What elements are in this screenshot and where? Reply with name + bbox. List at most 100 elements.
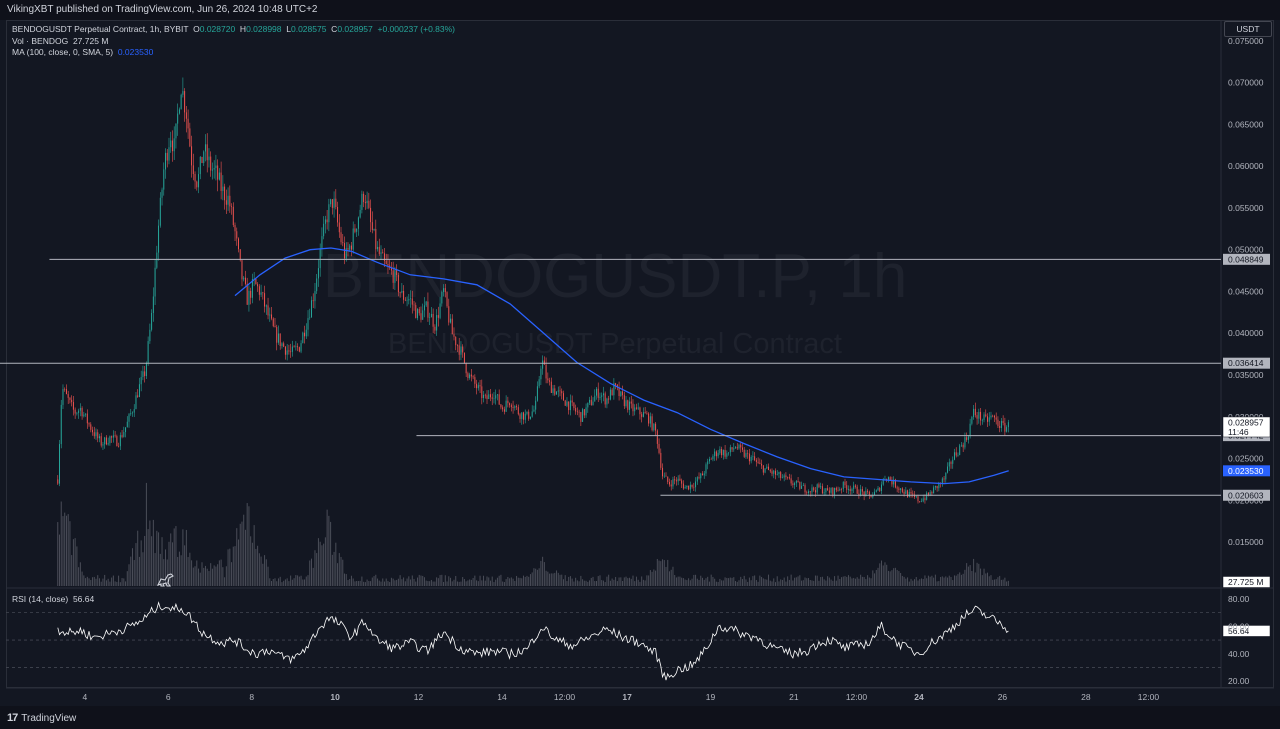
price-axis[interactable]: 0.075000 0.070000 0.065000 0.060000 0.055000… (1222, 36, 1271, 637)
volume-bar (231, 562, 233, 586)
volume-bar (248, 506, 250, 586)
candle-body (875, 490, 877, 492)
candle-body (465, 362, 467, 374)
candle-body (912, 493, 914, 495)
candle-body (799, 481, 801, 489)
candle-body (95, 432, 97, 437)
volume-bar (618, 577, 620, 586)
volume-bar (437, 578, 439, 586)
volume-bar (978, 563, 980, 586)
time-tick-label: 4 (83, 692, 88, 702)
volume-bar (288, 581, 290, 586)
candle-body (606, 398, 608, 405)
volume-bar (814, 575, 816, 586)
volume-bar (813, 580, 815, 586)
volume-bar (443, 581, 445, 586)
candle-body (616, 384, 618, 388)
volume-bar (133, 560, 135, 586)
ohlc-legend[interactable]: BENDOGUSDT Perpetual Contract, 1h, BYBIT… (12, 24, 455, 34)
volume-bar (545, 570, 547, 586)
candle-body (778, 472, 780, 475)
candle-body (446, 292, 448, 307)
volume-bar (733, 577, 735, 586)
candle-body (177, 113, 179, 124)
candle-body (738, 444, 740, 449)
candle-body (832, 487, 834, 495)
rsi-tick-label: 60.00 (1228, 621, 1250, 631)
candle-body (72, 402, 74, 410)
candle-body (783, 475, 785, 478)
price-tick-label: 0.015000 (1228, 537, 1264, 547)
candle-body (173, 138, 175, 152)
candle-body (543, 360, 545, 365)
volume-bar (576, 580, 578, 586)
candle-body (587, 402, 589, 408)
candle-body (319, 248, 321, 269)
candle-body (868, 491, 870, 495)
volume-bar (945, 576, 947, 586)
candle-body (192, 165, 194, 175)
volume-bar (863, 577, 865, 586)
volume-bar (632, 575, 634, 586)
candle-body (408, 299, 410, 301)
volume-bar (446, 581, 448, 586)
volume-bar (919, 579, 921, 586)
rsi-legend[interactable]: RSI (14, close) 56.64 (12, 594, 94, 604)
candle-body (825, 488, 827, 493)
candle-body (677, 478, 679, 482)
candle-body (481, 386, 483, 399)
tradingview-logo[interactable]: 17 TradingView (7, 712, 76, 724)
volume-bar (861, 576, 863, 586)
volume-bar (976, 562, 978, 586)
volume-bar (637, 579, 639, 586)
price-tick-label: 0.025000 (1228, 454, 1264, 464)
candle-body (844, 481, 846, 486)
candle-body (693, 486, 695, 488)
volume-bar (992, 579, 994, 586)
candle-body (856, 486, 858, 494)
volume-bar (432, 581, 434, 586)
candle-body (644, 412, 646, 414)
high-label: H (239, 24, 247, 34)
ma-legend[interactable]: MA (100, close, 0, SMA, 5) 0.023530 (12, 47, 153, 57)
candle-body (390, 267, 392, 271)
volume-bar (886, 564, 888, 586)
volume-bar (85, 578, 87, 586)
volume-bar (163, 559, 165, 586)
volume-bar (896, 569, 898, 586)
candle-body (905, 490, 907, 494)
volume-bar (81, 571, 83, 586)
volume-bar (189, 552, 191, 586)
currency-button[interactable]: USDT (1224, 21, 1272, 37)
volume-bar (1000, 579, 1002, 586)
candle-body (330, 199, 332, 205)
candle-body (227, 195, 229, 205)
volume-legend[interactable]: Vol · BENDOG 27.725 M (12, 36, 108, 46)
candle-body (750, 456, 752, 462)
volume-bar (119, 582, 121, 586)
time-tick-label: 12:00 (554, 692, 576, 702)
candle-body (483, 394, 485, 399)
horizontal-levels[interactable] (0, 258, 1221, 496)
time-axis[interactable]: 4 6 8 10 12 14 12:00 17 19 21 12:00 24 26 28 12:00 (83, 692, 1160, 702)
volume-bar (825, 580, 827, 586)
volume-bar (837, 575, 839, 586)
volume-bar (503, 582, 505, 586)
volume-bar (623, 577, 625, 586)
volume-bar (625, 576, 627, 586)
candle-body (430, 313, 432, 318)
candle-body (754, 456, 756, 461)
volume-bar (557, 572, 559, 586)
candle-body (947, 466, 949, 473)
volume-bar (264, 555, 266, 586)
volume-bar (867, 575, 869, 586)
candle-body (85, 413, 87, 415)
volume-bar (191, 560, 193, 586)
symbol-title[interactable]: BENDOGUSDT Perpetual Contract, 1h, BYBIT (12, 24, 189, 34)
level-price-label: 0.036414 (1228, 358, 1264, 368)
candle-body (818, 484, 820, 488)
volume-bar (326, 509, 328, 586)
candle-body (566, 401, 568, 406)
candle-body (894, 479, 896, 488)
